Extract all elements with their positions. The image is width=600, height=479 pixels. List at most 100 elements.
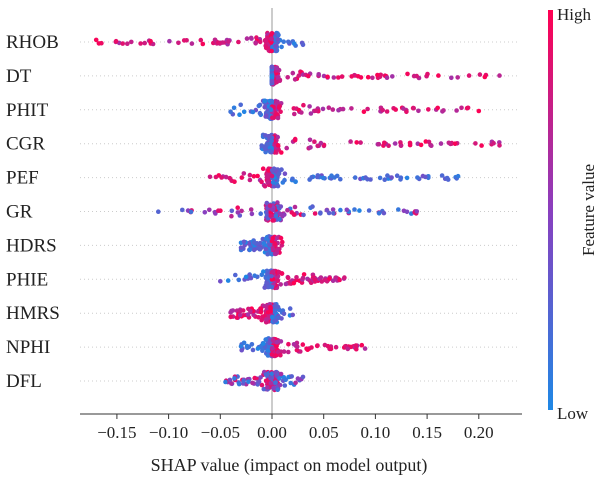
shap-point [198,37,204,43]
shap-point [301,102,306,108]
shap-point [293,380,298,386]
shap-point [274,339,280,345]
shap-point [239,208,244,214]
shap-point [232,376,237,381]
shap-point [389,175,394,180]
shap-point [181,38,187,43]
x-axis: −0.15 −0.10 −0.05 0.00 0.05 0.10 0.15 0.20 [80,413,522,442]
shap-point [269,167,275,173]
shap-point [295,376,301,381]
shap-point [294,275,299,280]
shap-point [228,109,233,114]
shap-point [265,353,271,358]
shap-point [270,338,276,343]
shap-point [319,279,325,284]
shap-point [429,143,434,148]
shap-point [418,142,424,148]
shap-point [375,72,380,78]
shap-point [282,171,288,176]
shap-point [228,314,233,320]
shap-point [315,174,320,180]
shap-point [368,177,373,182]
shap-point [167,38,172,44]
shap-point [269,79,275,84]
shap-point [269,99,275,104]
shap-point [266,168,272,173]
shap-point [277,216,282,222]
shap-point [318,140,324,146]
shap-point [278,235,284,241]
shap-point [262,98,267,104]
shap-point [300,275,306,281]
shap-point [286,341,291,347]
feature-label: CGR [6,134,45,155]
shap-point [284,145,290,151]
shap-point [275,37,281,42]
shap-point [292,111,297,117]
shap-point [236,39,241,45]
shap-point [328,346,334,352]
shap-point [275,183,281,189]
feature-label: DT [6,66,32,87]
shap-point [241,239,247,245]
shap-point [113,38,119,44]
shap-point [283,377,289,383]
shap-point [270,246,276,252]
shap-point [276,32,281,38]
shap-point [294,347,300,353]
shap-point [236,277,242,283]
beeswarm-points [93,30,502,393]
shap-point [239,175,245,180]
shap-point [384,109,390,114]
shap-point [452,141,458,146]
shap-point [325,74,330,80]
shap-point [156,209,161,214]
shap-point [330,107,336,112]
shap-point [256,103,262,109]
shap-point [275,115,281,121]
shap-point [256,315,261,320]
shap-point [357,208,362,213]
shap-point [269,371,275,377]
shap-point [285,275,291,281]
shap-point [370,75,375,81]
shap-point [411,73,417,79]
shap-point [223,379,228,385]
shap-point [411,105,417,111]
shap-point [120,41,125,46]
x-tick-label: 0.15 [412,423,442,442]
shap-point [273,380,278,385]
shap-point [266,134,272,139]
shap-point [401,106,406,111]
shap-point [291,280,297,286]
shap-point [278,371,284,377]
shap-point [333,344,339,350]
shap-point [438,141,444,146]
shap-point [342,275,347,280]
shap-point [207,207,212,213]
shap-point [454,108,459,113]
shap-point [349,106,354,111]
shap-point [229,208,235,214]
shap-point [355,74,361,79]
shap-point [291,41,297,46]
feature-label: NPHI [6,337,50,358]
shap-point [345,346,351,352]
shap-point [270,218,275,223]
shap-point [277,211,283,217]
shap-point [414,209,420,214]
shap-point [426,107,431,112]
shap-point [241,109,247,115]
shap-point [227,175,233,181]
shap-point [219,175,224,180]
shap-point [272,241,278,247]
shap-point [291,342,297,347]
shap-point [497,73,502,78]
shap-point [344,207,350,213]
shap-point [376,211,382,216]
shap-point [290,70,296,76]
shap-point [404,109,409,115]
shap-point [239,347,244,353]
shap-point [248,308,253,314]
shap-point [231,105,237,111]
